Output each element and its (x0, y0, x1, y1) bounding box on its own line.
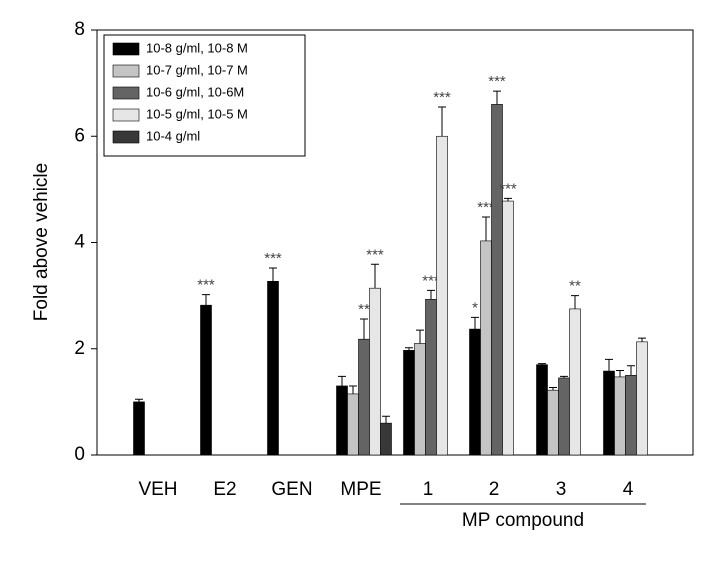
error-bar (571, 295, 579, 309)
significance-label: *** (477, 199, 495, 216)
bar (403, 350, 415, 456)
significance-label: * (472, 299, 478, 316)
legend-label: 10-5 g/ml, 10-5 M (146, 106, 248, 121)
bar (547, 389, 559, 456)
error-bar (382, 415, 390, 424)
bar (502, 200, 514, 456)
bar (480, 240, 492, 456)
bar (425, 299, 437, 456)
legend-label: 10-6 g/ml, 10-6M (146, 84, 244, 99)
legend-label: 10-7 g/ml, 10-7 M (146, 62, 248, 77)
error-bar (560, 375, 568, 378)
legend-swatch (112, 86, 140, 100)
bar (558, 377, 570, 456)
bar (267, 280, 279, 456)
error-bar (504, 197, 512, 202)
bar (614, 376, 626, 456)
bar (625, 375, 637, 456)
significance-label: *** (264, 250, 282, 267)
error-bar (605, 358, 613, 372)
significance-label: *** (366, 246, 384, 263)
x-tick-label: 3 (556, 479, 567, 500)
bar (491, 104, 503, 456)
y-tick-label: 6 (74, 125, 85, 146)
bar (414, 343, 426, 456)
significance-label: *** (499, 180, 517, 197)
significance-label: ** (358, 301, 370, 318)
error-bar (371, 263, 379, 289)
error-bar (471, 316, 479, 330)
legend-label: 10-4 g/ml (146, 128, 200, 143)
significance-label: *** (433, 89, 451, 106)
x-tick-label: E2 (213, 479, 236, 500)
x-group-label: MP compound (462, 510, 584, 531)
error-bar (493, 90, 501, 105)
significance-label: ** (569, 278, 581, 295)
bar (358, 338, 370, 456)
bar (336, 385, 348, 456)
bar (133, 401, 145, 456)
bar (603, 370, 615, 456)
significance-label: *** (488, 73, 506, 90)
bar (536, 364, 548, 456)
bar (347, 393, 359, 456)
error-bar (638, 337, 646, 342)
legend-swatch (112, 130, 140, 144)
bar (636, 341, 648, 456)
error-bar (416, 329, 424, 344)
error-bar (269, 267, 277, 282)
x-tick-label: GEN (271, 479, 312, 500)
error-bar (405, 347, 413, 351)
error-bar (427, 289, 435, 300)
error-bar (202, 294, 210, 306)
bar (569, 308, 581, 456)
y-tick-label: 8 (74, 19, 85, 40)
y-axis-label: Fold above vehicle (31, 163, 52, 321)
error-bar (438, 106, 446, 137)
x-tick-label: MPE (340, 479, 381, 500)
bar (436, 135, 448, 456)
y-tick-label: 0 (74, 444, 85, 465)
error-bar (616, 370, 624, 377)
x-tick-label: 2 (489, 479, 500, 500)
error-bar (135, 398, 143, 402)
error-bar (360, 318, 368, 340)
error-bar (349, 385, 357, 394)
bar (380, 422, 392, 456)
y-tick-label: 2 (74, 338, 85, 359)
legend-swatch (112, 108, 140, 122)
legend-label: 10-8 g/ml, 10-8 M (146, 40, 248, 55)
x-tick-label: 1 (423, 479, 434, 500)
bar (200, 304, 212, 456)
error-bar (627, 365, 635, 376)
bar (469, 328, 481, 456)
significance-label: *** (197, 277, 215, 294)
y-tick-label: 4 (74, 232, 85, 253)
x-tick-label: VEH (138, 479, 177, 500)
error-bar (338, 375, 346, 386)
error-bar (538, 363, 546, 365)
bar (369, 287, 381, 456)
significance-label: *** (422, 272, 440, 289)
error-bar (482, 216, 490, 241)
legend-swatch (112, 42, 140, 56)
x-tick-label: 4 (623, 479, 634, 500)
legend-swatch (112, 64, 140, 78)
error-bar (549, 387, 557, 391)
